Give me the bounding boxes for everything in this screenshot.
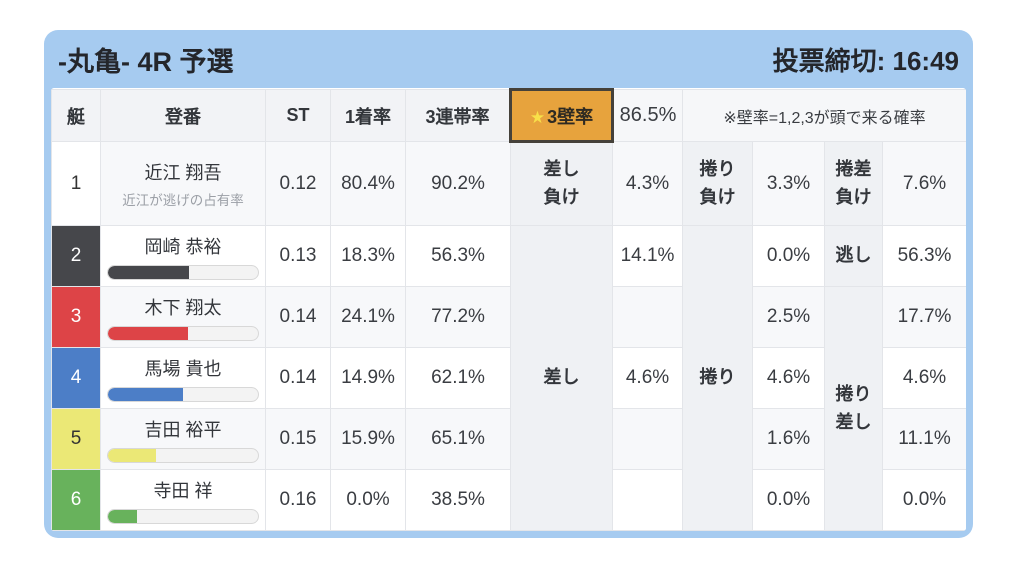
col-boat: 艇	[51, 89, 101, 142]
sashi-value-empty	[612, 469, 683, 531]
stats-table: 艇 登番 ST 1着率 3連帯率 ★ 3壁率 86.5% ※壁率=1,2,3が頭で…	[51, 88, 966, 531]
st-value: 0.16	[265, 469, 331, 531]
boat-number: 6	[51, 469, 101, 531]
makurizashi-value: 11.1%	[881, 408, 966, 470]
sashi-make-value: 4.3%	[612, 141, 683, 226]
col-racer: 登番	[100, 89, 266, 142]
share-rate-bar-fill	[108, 509, 137, 523]
share-rate-bar	[107, 447, 259, 463]
sashi-value: 4.6%	[612, 347, 683, 409]
racer-cell: 寺田 祥	[100, 469, 266, 531]
makuri-make-label: 捲り 負け	[682, 141, 753, 226]
racer-name: 寺田 祥	[153, 480, 213, 501]
sashi-value-empty	[612, 286, 683, 348]
share-rate-bar-fill	[108, 326, 188, 340]
makuri-make-value: 3.3%	[752, 141, 825, 226]
win-rate-value: 14.9%	[330, 347, 406, 409]
col-win-rate: 1着率	[330, 89, 406, 142]
table-row-boat6: 6 寺田 祥 0.16 0.0% 38.5% 0.0% 0.0%	[51, 469, 966, 531]
win-rate-value: 80.4%	[330, 141, 406, 226]
boat-number: 2	[51, 225, 101, 287]
table-row-boat3: 3 木下 翔太 0.14 24.1% 77.2% 2.5% 捲り 差し 17.7…	[51, 286, 966, 531]
race-title: -丸亀- 4R 予選	[58, 46, 234, 77]
trio-rate-value: 38.5%	[405, 469, 511, 531]
header-row: 艇 登番 ST 1着率 3連帯率 ★ 3壁率 86.5% ※壁率=1,2,3が頭で…	[51, 88, 966, 143]
nigashi-value: 56.3%	[881, 225, 966, 287]
win-rate-value: 15.9%	[330, 408, 406, 470]
trio-rate-value: 65.1%	[405, 408, 511, 470]
share-rate-bar	[107, 264, 259, 280]
racer-name: 馬場 貴也	[144, 358, 222, 379]
kabe-rate-label: 3壁率	[547, 106, 594, 127]
vote-deadline: 投票締切: 16:49	[772, 45, 959, 76]
racer-subtext: 近江が逃げの占有率	[122, 192, 244, 208]
table-row-boat4: 4 馬場 貴也 0.14 14.9% 62.1% 4.6% 4.6% 4.6%	[51, 347, 966, 409]
makuri-value: 1.6%	[752, 408, 825, 470]
st-value: 0.15	[265, 408, 331, 470]
makuri-value: 0.0%	[752, 469, 825, 531]
boat-number: 5	[51, 408, 101, 470]
makuri-value: 4.6%	[752, 347, 825, 409]
sashi-value: 14.1%	[612, 225, 683, 287]
makurizashi-value: 0.0%	[881, 469, 966, 531]
trio-rate-value: 56.3%	[405, 225, 511, 287]
makuzashi-make-value: 7.6%	[881, 141, 966, 226]
kabe-rate-note: ※壁率=1,2,3が頭で来る確率	[681, 89, 966, 142]
col-st: ST	[265, 89, 331, 142]
racer-cell: 近江 翔吾 近江が逃げの占有率	[100, 141, 266, 226]
share-rate-bar-fill	[108, 265, 189, 279]
st-value: 0.14	[265, 347, 331, 409]
makurizashi-value: 17.7%	[881, 286, 966, 348]
share-rate-bar-fill	[108, 448, 156, 462]
col-trio-rate: 3連帯率	[405, 89, 511, 142]
table-row-boat1: 1 近江 翔吾 近江が逃げの占有率 0.12 80.4% 90.2% 差し 負け…	[51, 141, 966, 226]
kabe-rate-value: 86.5%	[612, 89, 683, 142]
makuzashi-make-label: 捲差 負け	[824, 141, 883, 226]
racer-name: 岡崎 恭裕	[144, 236, 222, 257]
makuri-value: 0.0%	[752, 225, 825, 287]
st-value: 0.13	[265, 225, 331, 287]
makurizashi-value: 4.6%	[881, 347, 966, 409]
stats-table-wrap: 艇 登番 ST 1着率 3連帯率 ★ 3壁率 86.5% ※壁率=1,2,3が頭で…	[51, 88, 966, 531]
boat-number: 4	[51, 347, 101, 409]
win-rate-value: 24.1%	[330, 286, 406, 348]
st-value: 0.12	[265, 141, 331, 226]
trio-rate-value: 62.1%	[405, 347, 511, 409]
makuri-merged-label: 捲り	[682, 225, 753, 531]
nigashi-label: 逃し	[824, 225, 883, 287]
sashi-merged-label: 差し	[510, 225, 613, 531]
makurizashi-merged-label: 捲り 差し	[824, 286, 883, 531]
makuri-value: 2.5%	[752, 286, 825, 348]
table-row-boat5: 5 吉田 裕平 0.15 15.9% 65.1% 1.6% 11.1%	[51, 408, 966, 470]
share-rate-bar	[107, 386, 259, 402]
racer-name: 木下 翔太	[144, 297, 222, 318]
sashi-value-empty	[612, 408, 683, 470]
race-card: -丸亀- 4R 予選 投票締切: 16:49 艇 登番 ST 1着率 3連帯率 …	[44, 30, 973, 538]
trio-rate-value: 90.2%	[405, 141, 511, 226]
racer-cell: 岡崎 恭裕	[100, 225, 266, 287]
racer-cell: 馬場 貴也	[100, 347, 266, 409]
racer-name: 吉田 裕平	[144, 419, 222, 440]
boat-number: 3	[51, 286, 101, 348]
share-rate-bar-fill	[108, 387, 183, 401]
star-icon: ★	[529, 107, 546, 127]
racer-cell: 木下 翔太	[100, 286, 266, 348]
boat-number: 1	[51, 141, 101, 226]
card-header: -丸亀- 4R 予選 投票締切: 16:49	[44, 30, 973, 88]
win-rate-value: 18.3%	[330, 225, 406, 287]
share-rate-bar	[107, 325, 259, 341]
trio-rate-value: 77.2%	[405, 286, 511, 348]
table-row-boat2: 2 岡崎 恭裕 0.13 18.3% 56.3% 差し 14.1% 捲り 0.0…	[51, 225, 966, 531]
racer-cell: 吉田 裕平	[100, 408, 266, 470]
kabe-rate-badge[interactable]: ★ 3壁率	[509, 88, 614, 143]
st-value: 0.14	[265, 286, 331, 348]
sashi-make-label: 差し 負け	[510, 141, 613, 226]
share-rate-bar	[107, 508, 259, 524]
win-rate-value: 0.0%	[330, 469, 406, 531]
racer-name: 近江 翔吾	[144, 162, 222, 183]
